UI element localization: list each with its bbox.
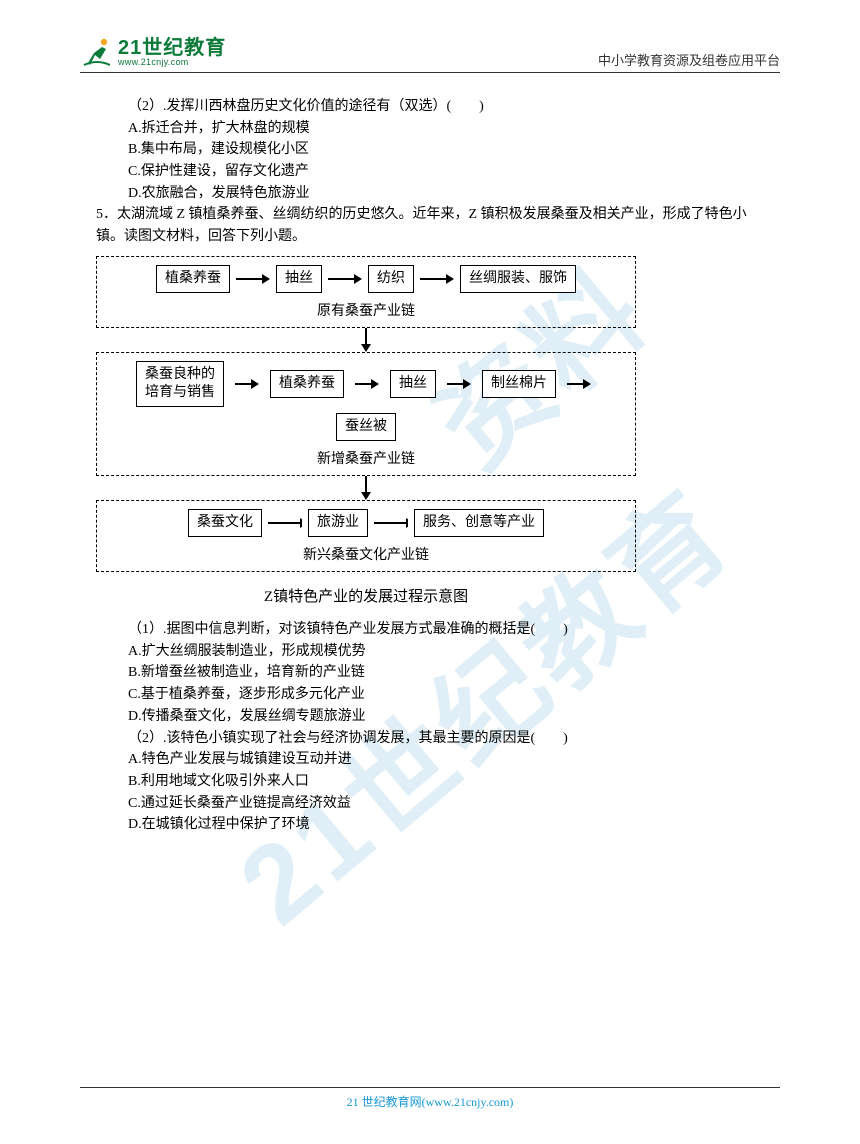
q2-option-a: A.拆迁合并，扩大林盘的规模 [96,118,764,140]
q5-1-option-b: B.新增蚕丝被制造业，培育新的产业链 [96,662,764,684]
flow-node: 植桑养蚕 [156,265,230,293]
footer-rule [80,1087,780,1088]
chain-2-label: 新增桑蚕产业链 [317,449,415,471]
flow-node: 制丝棉片 [482,370,556,398]
page-footer: 21 世纪教育网(www.21cnjy.com) [0,1093,860,1110]
footer-text: 21 世纪教育网 [347,1095,422,1109]
q2-option-c: C.保护性建设，留存文化遗产 [96,161,764,183]
flow-arrow-icon [268,516,302,530]
page-header: 21世纪教育 www.21cnjy.com 中小学教育资源及组卷应用平台 [0,35,860,69]
flow-node: 旅游业 [308,509,368,537]
flow-arrow-icon [562,377,596,391]
chain-3-row: 桑蚕文化 旅游业 服务、创意等产业 [188,509,544,537]
chain-1-row: 植桑养蚕 抽丝 纺织 丝绸服装、服饰 [156,265,576,293]
flow-node: 抽丝 [276,265,322,293]
flow-node: 纺织 [368,265,414,293]
flow-arrow-icon [420,272,454,286]
chain-2-row: 桑蚕良种的培育与销售 植桑养蚕 抽丝 制丝棉片蚕丝被 [107,361,625,442]
page-content: （2）.发挥川西林盘历史文化价值的途径有（双选）( ) A.拆迁合并，扩大林盘的… [96,96,764,836]
flow-node: 桑蚕文化 [188,509,262,537]
header-rule [80,72,780,73]
flow-node: 服务、创意等产业 [414,509,544,537]
flow-arrow-icon [374,516,408,530]
chain-panel-3: 桑蚕文化 旅游业 服务、创意等产业 新兴桑蚕文化产业链 [96,500,636,572]
q5-2-option-a: A.特色产业发展与城镇建设互动并进 [96,749,764,771]
q5-1-stem: （1）.据图中信息判断，对该镇特色产业发展方式最准确的概括是( ) [96,619,764,641]
q2-option-d: D.农旅融合，发展特色旅游业 [96,183,764,205]
chain-panel-1: 植桑养蚕 抽丝 纺织 丝绸服装、服饰 原有桑蚕产业链 [96,256,636,328]
q2-stem: （2）.发挥川西林盘历史文化价值的途径有（双选）( ) [96,96,764,118]
flow-node: 抽丝 [390,370,436,398]
q5-2-option-d: D.在城镇化过程中保护了环境 [96,814,764,836]
q5-1-option-a: A.扩大丝绸服装制造业，形成规模优势 [96,641,764,663]
q5-2-option-b: B.利用地域文化吸引外来人口 [96,771,764,793]
flow-node: 桑蚕良种的培育与销售 [136,361,224,407]
logo-title: 21世纪教育 [118,38,226,58]
logo-url: www.21cnjy.com [118,58,226,67]
logo-block: 21世纪教育 www.21cnjy.com [80,35,226,69]
flow-arrow-icon [328,272,362,286]
flow-node: 植桑养蚕 [270,370,344,398]
q5-2-stem: （2）.该特色小镇实现了社会与经济协调发展，其最主要的原因是( ) [96,728,764,750]
flow-node: 丝绸服装、服饰 [460,265,576,293]
q5-1-option-c: C.基于植桑养蚕，逐步形成多元化产业 [96,684,764,706]
chain-connector-1 [96,328,636,352]
runner-logo-icon [80,35,114,69]
flow-node: 蚕丝被 [336,413,396,441]
chain-1-label: 原有桑蚕产业链 [317,301,415,323]
industry-chain-diagram: 植桑养蚕抽丝纺织丝绸服装、服饰 原有桑蚕产业链 桑蚕良种的培育与销售植桑养蚕抽丝… [96,256,764,609]
flow-arrow-icon [350,377,384,391]
flow-arrow-icon [236,272,270,286]
q2-option-b: B.集中布局，建设规模化小区 [96,139,764,161]
q5-1-option-d: D.传播桑蚕文化，发展丝绸专题旅游业 [96,706,764,728]
q5-intro: 5．太湖流域 Z 镇植桑养蚕、丝绸纺织的历史悠久。近年来，Z 镇积极发展桑蚕及相… [96,204,764,247]
chain-connector-2 [96,476,636,500]
chain-panel-2: 桑蚕良种的培育与销售 植桑养蚕 抽丝 制丝棉片蚕丝被 新增桑蚕产业链 [96,352,636,476]
footer-url: (www.21cnjy.com) [422,1095,514,1109]
figure-caption: Z镇特色产业的发展过程示意图 [96,586,636,609]
flow-arrow-icon [230,377,264,391]
header-right-text: 中小学教育资源及组卷应用平台 [598,50,780,69]
chain-3-label: 新兴桑蚕文化产业链 [303,545,429,567]
q5-2-option-c: C.通过延长桑蚕产业链提高经济效益 [96,793,764,815]
flow-arrow-icon [442,377,476,391]
